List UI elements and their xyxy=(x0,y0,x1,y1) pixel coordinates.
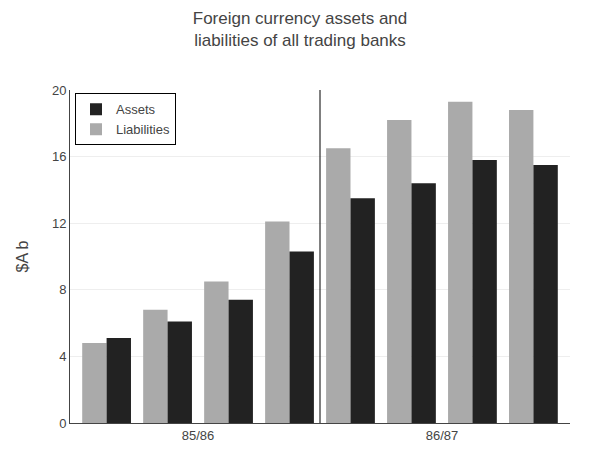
svg-text:16: 16 xyxy=(52,149,66,164)
svg-text:12: 12 xyxy=(52,216,66,231)
svg-text:86/87: 86/87 xyxy=(426,428,459,443)
svg-text:4: 4 xyxy=(59,349,66,364)
svg-text:$A b: $A b xyxy=(14,240,31,272)
svg-text:8: 8 xyxy=(59,282,66,297)
svg-text:Foreign currency assets andlia: Foreign currency assets andliabilities o… xyxy=(193,9,408,50)
svg-text:Liabilities: Liabilities xyxy=(116,122,170,137)
svg-text:20: 20 xyxy=(52,83,66,98)
svg-text:85/86: 85/86 xyxy=(182,428,215,443)
svg-text:Assets: Assets xyxy=(116,102,156,117)
svg-text:0: 0 xyxy=(59,416,66,431)
